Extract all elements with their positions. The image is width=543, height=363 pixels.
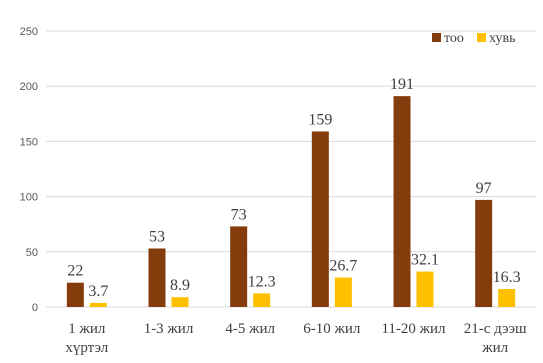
x-category-label: 11-20 жил (381, 321, 446, 337)
bar-too-4 (393, 96, 411, 307)
gridlines (46, 30, 536, 308)
y-axis-ticks: 0 50 100 150 200 250 (20, 26, 38, 314)
bar-khuv-4 (416, 271, 434, 307)
bar-too-0 (66, 282, 84, 307)
y-tick-label: 100 (20, 192, 38, 204)
data-label: 26.7 (329, 258, 357, 275)
bar-too-1 (148, 248, 166, 307)
legend-label: тоо (444, 31, 464, 46)
y-tick-label: 200 (20, 81, 38, 93)
data-label: 32.1 (411, 252, 439, 269)
x-category-label: 1 жил (68, 321, 106, 337)
bar-too-5 (475, 199, 493, 307)
data-label: 191 (390, 76, 414, 93)
bar-khuv-0 (89, 302, 107, 307)
x-category-label: жил (481, 340, 508, 356)
data-label: 12.3 (248, 273, 276, 290)
legend-swatch (477, 33, 486, 42)
data-label: 8.9 (170, 277, 190, 294)
data-label: 73 (231, 206, 247, 223)
data-label: 159 (308, 111, 332, 128)
data-label: 22 (67, 263, 83, 280)
bar-khuv-3 (334, 277, 352, 307)
y-tick-label: 250 (20, 26, 38, 38)
x-category-label: 21-с дээш (464, 321, 527, 337)
bar-too-2 (230, 226, 248, 307)
legend-swatch (432, 33, 441, 42)
x-axis-categories: 1 жил хүртэл 1-3 жил 4-5 жил 6-10 жил 11-20 ж… (65, 321, 527, 356)
data-label: 53 (149, 228, 165, 245)
data-label: 3.7 (88, 283, 108, 300)
legend-label: хувь (489, 31, 515, 46)
y-tick-label: 0 (32, 302, 38, 314)
bar-khuv-5 (498, 289, 516, 307)
bar-khuv-1 (171, 297, 189, 307)
bar-khuv-2 (253, 293, 271, 307)
y-tick-label: 150 (20, 136, 38, 148)
bar-too-3 (311, 131, 329, 307)
data-label: 97 (476, 180, 492, 197)
x-category-label: 6-10 жил (303, 321, 361, 337)
data-labels: 22 3.7 53 8.9 73 12.3 159 26.7 191 32.1 97 16.3 (67, 76, 520, 300)
y-tick-label: 50 (26, 247, 38, 259)
legend: тоо хувь (432, 31, 515, 46)
x-category-label: 4-5 жил (225, 321, 275, 337)
x-category-label: 1-3 жил (144, 321, 194, 337)
bars (66, 96, 516, 307)
data-label: 16.3 (493, 269, 521, 286)
x-category-label: хүртэл (65, 340, 108, 356)
